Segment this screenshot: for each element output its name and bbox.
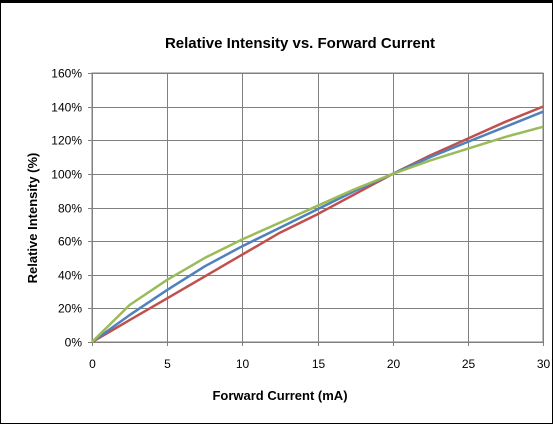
y-tick-label: 120%	[51, 134, 82, 148]
x-tick-label: 20	[387, 357, 401, 371]
y-tick-label: 100%	[51, 168, 82, 182]
series-lines	[91, 105, 544, 344]
y-tick-label: 160%	[51, 67, 82, 81]
chart-title: Relative Intensity vs. Forward Current	[165, 35, 435, 52]
y-tick-label: 80%	[58, 202, 82, 216]
x-tick-label: 10	[236, 357, 250, 371]
y-tick-labels: 0% 20% 40% 60% 80% 100% 120% 140% 160%	[51, 67, 82, 350]
x-tick-label: 0	[89, 357, 96, 371]
series-line-1	[91, 105, 544, 344]
y-axis-title: Relative Intensity (%)	[25, 153, 40, 284]
series-line-3	[91, 125, 544, 343]
grid	[88, 72, 544, 346]
x-tick-label: 30	[537, 357, 551, 371]
y-tick-label: 20%	[58, 302, 82, 316]
y-tick-label: 60%	[58, 235, 82, 249]
y-tick-label: 40%	[58, 269, 82, 283]
x-tick-label: 5	[164, 357, 171, 371]
y-tick-label: 0%	[65, 336, 83, 350]
x-tick-label: 25	[462, 357, 476, 371]
x-tick-label: 15	[312, 357, 326, 371]
series-line-2	[91, 110, 544, 344]
y-tick-label: 140%	[51, 101, 82, 115]
x-tick-labels: 0 5 10 15 20 25 30	[89, 357, 550, 371]
x-axis-title: Forward Current (mA)	[212, 388, 347, 403]
